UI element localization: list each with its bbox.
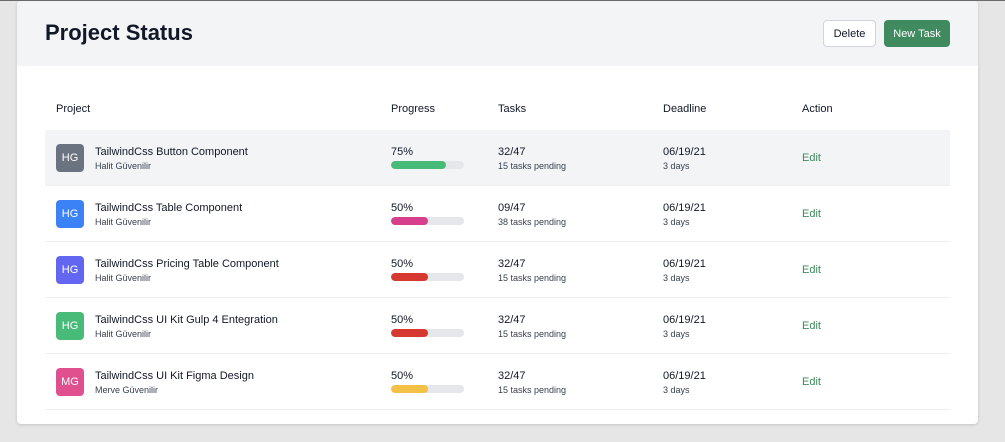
edit-link[interactable]: Edit — [802, 320, 821, 332]
progress-bar — [391, 217, 464, 225]
progress-bar-fill — [391, 217, 428, 225]
project-name: TailwindCss UI Kit Figma Design — [95, 370, 254, 382]
progress-percent: 50% — [391, 314, 414, 326]
table-row[interactable]: HG TailwindCss Table Component Halit Güv… — [45, 186, 950, 242]
table-row[interactable]: HG TailwindCss Button Component Halit Gü… — [45, 130, 950, 186]
project-owner: Halit Güvenilir — [95, 329, 152, 339]
new-task-button[interactable]: New Task — [884, 20, 950, 47]
column-header-action: Action — [802, 103, 833, 115]
project-owner: Halit Güvenilir — [95, 161, 152, 171]
column-header-progress: Progress — [391, 103, 436, 115]
progress-percent: 50% — [391, 258, 414, 270]
progress-percent: 50% — [391, 370, 414, 382]
delete-button[interactable]: Delete — [823, 20, 876, 47]
progress-bar — [391, 385, 464, 393]
project-owner: Merve Güvenilir — [95, 385, 159, 395]
deadline-relative: 3 days — [663, 161, 690, 171]
table-row[interactable]: HG TailwindCss Pricing Table Component H… — [45, 242, 950, 298]
deadline-date: 06/19/21 — [663, 202, 706, 214]
tasks-pending: 15 tasks pending — [498, 161, 567, 171]
project-owner: Halit Güvenilir — [95, 273, 152, 283]
deadline-date: 06/19/21 — [663, 258, 706, 270]
table-row[interactable]: HG TailwindCss UI Kit Gulp 4 Entegration… — [45, 298, 950, 354]
avatar: MG — [56, 368, 84, 396]
edit-link[interactable]: Edit — [802, 376, 821, 388]
project-status-card: Project Status Delete New Task Project P… — [17, 1, 978, 424]
project-table: Project Progress Tasks Deadline Action H… — [45, 97, 950, 410]
tasks-count: 32/47 — [498, 314, 526, 326]
progress-bar-fill — [391, 273, 428, 281]
card-header: Project Status Delete New Task — [17, 1, 978, 66]
avatar: HG — [56, 312, 84, 340]
project-name: TailwindCss Table Component — [95, 202, 243, 214]
tasks-pending: 15 tasks pending — [498, 385, 567, 395]
progress-bar-fill — [391, 329, 428, 337]
project-name: TailwindCss Button Component — [95, 146, 248, 158]
deadline-relative: 3 days — [663, 385, 690, 395]
column-header-deadline: Deadline — [663, 103, 707, 115]
tasks-pending: 15 tasks pending — [498, 329, 567, 339]
avatar: HG — [56, 144, 84, 172]
progress-bar — [391, 273, 464, 281]
project-name: TailwindCss Pricing Table Component — [95, 258, 279, 270]
avatar: HG — [56, 256, 84, 284]
tasks-pending: 38 tasks pending — [498, 217, 567, 227]
edit-link[interactable]: Edit — [802, 208, 821, 220]
edit-link[interactable]: Edit — [802, 264, 821, 276]
deadline-date: 06/19/21 — [663, 370, 706, 382]
window-top-border — [0, 0, 1005, 1]
tasks-pending: 15 tasks pending — [498, 273, 567, 283]
progress-percent: 50% — [391, 202, 414, 214]
tasks-count: 32/47 — [498, 370, 526, 382]
tasks-count: 32/47 — [498, 146, 526, 158]
column-header-tasks: Tasks — [498, 103, 527, 115]
avatar: HG — [56, 200, 84, 228]
deadline-date: 06/19/21 — [663, 314, 706, 326]
table-row[interactable]: MG TailwindCss UI Kit Figma Design Merve… — [45, 354, 950, 410]
project-owner: Halit Güvenilir — [95, 217, 152, 227]
project-name: TailwindCss UI Kit Gulp 4 Entegration — [95, 314, 278, 326]
column-header-project: Project — [56, 103, 91, 115]
tasks-count: 09/47 — [498, 202, 526, 214]
progress-bar-fill — [391, 385, 428, 393]
progress-percent: 75% — [391, 146, 414, 158]
table-header: Project Progress Tasks Deadline Action — [45, 97, 950, 130]
tasks-count: 32/47 — [498, 258, 526, 270]
edit-link[interactable]: Edit — [802, 152, 821, 164]
progress-bar — [391, 329, 464, 337]
page-title: Project Status — [45, 20, 193, 45]
progress-bar-fill — [391, 161, 446, 169]
deadline-relative: 3 days — [663, 273, 690, 283]
deadline-relative: 3 days — [663, 329, 690, 339]
deadline-relative: 3 days — [663, 217, 690, 227]
deadline-date: 06/19/21 — [663, 146, 706, 158]
progress-bar — [391, 161, 464, 169]
